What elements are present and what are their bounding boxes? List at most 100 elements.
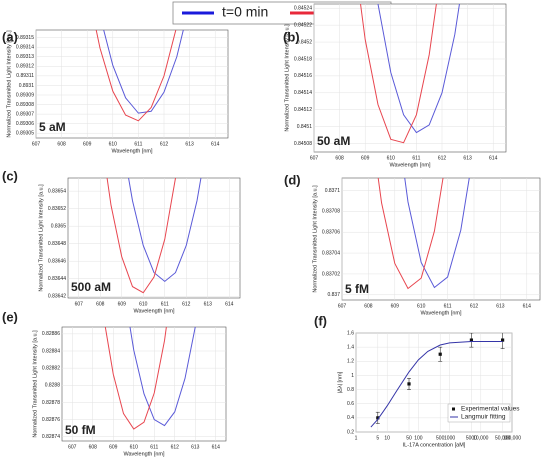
series-line <box>360 4 437 144</box>
plot <box>106 178 202 294</box>
x-tick-label: 50,000 <box>495 435 511 441</box>
panel: (d) 607 608 609 610 611 612 613 614 0.837 0.83702 0… <box>284 172 541 316</box>
x-tick-label: 607 <box>75 301 84 307</box>
y-tick-label: 0.84524 <box>294 6 312 12</box>
y-tick-label: 0.84516 <box>294 73 312 79</box>
series-line <box>128 178 202 283</box>
series-line <box>104 327 167 430</box>
y-tick-label: 0.83642 <box>48 294 66 300</box>
x-tick-label: 612 <box>160 141 169 147</box>
x-tick-label: 610 <box>417 303 426 309</box>
y-tick-label: 0.8451 <box>297 124 313 130</box>
plot <box>360 4 460 144</box>
plot-area <box>67 177 241 299</box>
y-axis-label: Normalized Transmitted Light Intensity [… <box>312 185 318 293</box>
x-tick-label: 5 <box>376 435 379 441</box>
y-axis-label: Normalized Transmitted Light Intensity [… <box>284 24 290 132</box>
x-tick-label: 610 <box>139 301 148 307</box>
y-tick-label: 1.6 <box>347 330 354 336</box>
y-tick-label: 0.89307 <box>16 111 34 117</box>
series-line <box>103 30 184 114</box>
legend-label: t=0 min <box>222 4 268 20</box>
annotation: 50 fM <box>65 423 96 437</box>
x-tick-label: 609 <box>118 301 127 307</box>
x-tick-label: 613 <box>204 301 213 307</box>
y-tick-label: 0.8 <box>347 387 354 393</box>
data-point <box>501 338 505 342</box>
panel-label: (f) <box>314 313 327 328</box>
y-tick-label: 0.89311 <box>16 73 34 79</box>
y-tick-label: 1 <box>351 373 354 379</box>
panel: (b) 607 608 609 610 611 612 613 614 0.84508 0.8451… <box>283 3 507 168</box>
y-tick-label: 0.83652 <box>48 206 66 212</box>
y-tick-label: 0.6 <box>347 401 354 407</box>
panel-label: (c) <box>2 168 18 183</box>
x-tick-label: 614 <box>489 155 498 161</box>
x-tick-label: 611 <box>134 141 142 147</box>
annotation: 5 aM <box>39 120 66 134</box>
y-tick-label: 0.84508 <box>294 141 312 147</box>
x-tick-label: 100 <box>414 435 423 441</box>
plot-area <box>313 3 507 153</box>
x-tick-label: 607 <box>32 141 41 147</box>
y-tick-label: 0.89305 <box>16 131 34 137</box>
annotation: 5 fM <box>345 282 369 296</box>
x-tick-label: 50 <box>406 435 412 441</box>
x-tick-label: 612 <box>182 301 191 307</box>
x-tick-label: 612 <box>470 303 479 309</box>
y-tick-label: 0.82882 <box>42 365 60 371</box>
x-tick-label: 1 <box>355 435 358 441</box>
series-line <box>377 4 460 134</box>
y-axis-label: Normalized Transmitted Light Intensity [… <box>6 30 12 138</box>
data-point <box>438 352 442 356</box>
panel-label: (a) <box>2 29 18 44</box>
y-tick-label: 0.82884 <box>42 348 60 354</box>
y-tick-label: 0.89308 <box>16 102 34 108</box>
y-tick-label: 0.83704 <box>322 250 340 256</box>
x-axis-label: Wavelength [nm] <box>123 451 165 457</box>
y-tick-label: 0.83644 <box>48 276 66 282</box>
panel: (c) 607 608 609 610 611 612 613 614 0.83642 0.8364… <box>2 168 241 314</box>
y-tick-label: 0.84518 <box>294 56 312 62</box>
x-tick-label: 610 <box>130 444 139 450</box>
panel-label: (e) <box>2 309 18 324</box>
y-tick-label: 0.83648 <box>48 241 66 247</box>
x-tick-label: 607 <box>68 444 77 450</box>
y-tick-label: 0.83706 <box>322 230 340 236</box>
y-axis-label: Normalized Transmitted Light Intensity [… <box>32 330 38 438</box>
y-tick-label: 0.82876 <box>42 417 60 423</box>
x-tick-label: 614 <box>212 444 221 450</box>
y-tick-label: 0.837 <box>327 292 340 298</box>
y-tick-label: 0.89313 <box>16 54 34 60</box>
legend-label: Experimental values <box>461 406 520 413</box>
plot-area <box>341 177 541 301</box>
panel-label: (d) <box>284 172 301 187</box>
x-tick-label: 610 <box>109 141 118 147</box>
y-tick-label: 0.8288 <box>45 383 61 389</box>
x-tick-label: 5000 <box>466 435 477 441</box>
x-tick-label: 609 <box>361 155 370 161</box>
y-tick-label: 0.83702 <box>322 271 340 277</box>
x-axis-label: Wavelength [nm] <box>389 162 431 168</box>
y-tick-label: 0.8365 <box>51 224 67 230</box>
y-tick-label: 0.84514 <box>294 90 312 96</box>
plot <box>95 30 184 122</box>
x-tick-label: 1000 <box>444 435 455 441</box>
series-line <box>404 178 470 289</box>
x-tick-label: 614 <box>523 303 532 309</box>
y-tick-label: 0.89306 <box>16 121 34 127</box>
y-tick-label: 0.83646 <box>48 259 66 265</box>
x-tick-label: 500 <box>436 435 445 441</box>
y-tick-label: 0.8931 <box>19 83 35 89</box>
x-tick-label: 614 <box>225 301 234 307</box>
x-axis-label: Wavelength [nm] <box>420 310 462 316</box>
y-tick-label: 0.82886 <box>42 331 60 337</box>
plot <box>104 327 196 430</box>
y-tick-label: 0.82874 <box>42 434 60 440</box>
y-axis-label: |Δλ| [nm] <box>337 371 343 393</box>
y-tick-label: 0.82878 <box>42 400 60 406</box>
x-tick-label: 611 <box>444 303 452 309</box>
x-tick-label: 611 <box>412 155 420 161</box>
x-tick-label: 610 <box>387 155 396 161</box>
x-tick-label: 613 <box>191 444 200 450</box>
